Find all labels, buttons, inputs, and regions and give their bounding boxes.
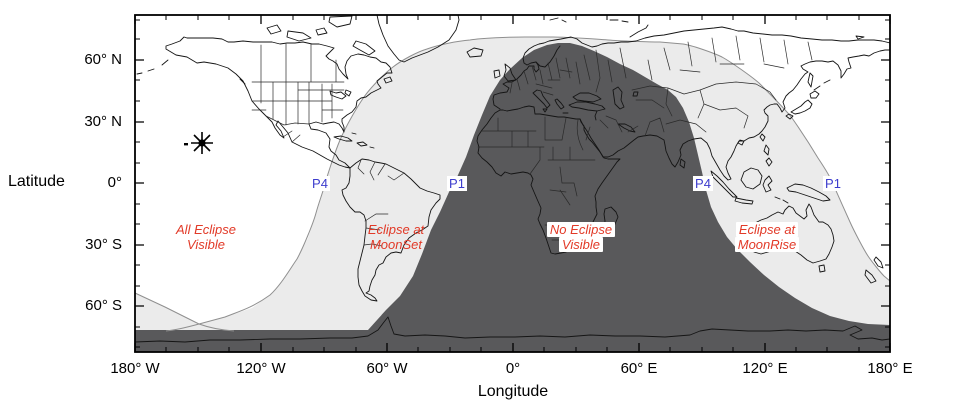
zone-label-all-eclipse-visible: All Eclipse Visible bbox=[176, 222, 236, 252]
zenith-star-icon bbox=[191, 132, 213, 154]
x-tick-180e: 180° E bbox=[867, 360, 913, 377]
no-eclipse-zone bbox=[135, 43, 890, 352]
hawaii-island-dot bbox=[184, 143, 188, 146]
zone-label-eclipse-at-moonset: Eclipse at MoonSet bbox=[367, 222, 425, 252]
x-tick-120w: 120° W bbox=[236, 360, 286, 377]
y-tick-0: 0° bbox=[107, 174, 122, 191]
zone-label-eclipse-at-moonrise: Eclipse at MoonRise bbox=[697, 222, 837, 252]
y-tick-30s: 30° S bbox=[85, 236, 122, 253]
x-tick-60e: 60° E bbox=[620, 360, 658, 377]
antarctica-coastline bbox=[134, 316, 891, 343]
y-tick-30n: 30° N bbox=[84, 113, 122, 130]
x-axis-title: Longitude bbox=[477, 383, 549, 400]
contact-label-p1-east: P1 bbox=[823, 176, 843, 191]
x-tick-0: 0° bbox=[505, 360, 521, 377]
contact-label-p1-west: P1 bbox=[447, 176, 467, 191]
plot-frame-and-ticks bbox=[134, 14, 891, 353]
x-tick-60w: 60° W bbox=[366, 360, 408, 377]
y-tick-60s: 60° S bbox=[85, 297, 122, 314]
contact-label-p4-west: P4 bbox=[310, 176, 330, 191]
y-tick-60n: 60° N bbox=[84, 51, 122, 68]
y-axis-title: Latitude bbox=[8, 173, 65, 190]
x-tick-180w: 180° W bbox=[110, 360, 160, 377]
zone-label-no-eclipse-visible: No Eclipse Visible bbox=[511, 222, 651, 252]
x-tick-120e: 120° E bbox=[742, 360, 788, 377]
contact-label-p4-east: P4 bbox=[693, 176, 713, 191]
